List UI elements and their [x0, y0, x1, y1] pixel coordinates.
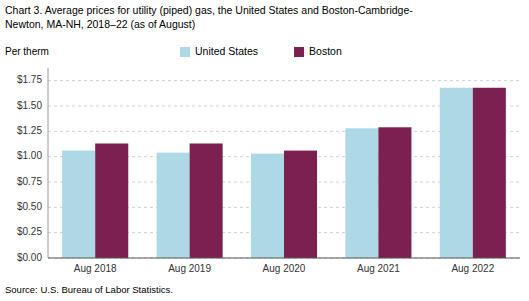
bar [62, 151, 95, 258]
bar [378, 127, 411, 258]
bar [95, 143, 128, 258]
y-tick-label: $1.50 [17, 100, 42, 111]
x-tick-label: Aug 2019 [168, 263, 211, 274]
bar [251, 154, 284, 258]
y-tick-label: $0.75 [17, 176, 42, 187]
bar [190, 143, 223, 258]
chart: Chart 3. Average prices for utility (pip… [0, 0, 529, 301]
title: Chart 3. Average prices for utility (pip… [5, 4, 413, 16]
bar [157, 153, 190, 258]
grid-line [48, 258, 520, 259]
grid [48, 81, 520, 258]
legend-label: United States [195, 45, 258, 57]
bar [440, 88, 473, 258]
x-tick-label: Aug 2020 [263, 263, 306, 274]
bar [345, 128, 378, 258]
y-axis-line [48, 68, 49, 258]
y-tick-label: $1.00 [17, 150, 42, 161]
y-tick-label: $0.25 [17, 226, 42, 237]
bar [473, 88, 506, 258]
subtitle: Newton, MA-NH, 2018–22 (as of August) [5, 18, 195, 30]
legend: United States Boston [180, 45, 342, 57]
legend-swatch [294, 47, 304, 57]
y-tick-label: $0.00 [17, 252, 42, 263]
x-tick-label: Aug 2018 [74, 263, 117, 274]
bars [62, 88, 506, 258]
y-tick-label: $1.25 [17, 125, 42, 136]
source-note: Source: U.S. Bureau of Labor Statistics. [5, 284, 173, 295]
x-tick-label: Aug 2022 [451, 263, 494, 274]
y-tick-label: $1.75 [17, 74, 42, 85]
grid-line [48, 80, 520, 81]
x-tick-label: Aug 2021 [357, 263, 400, 274]
bar [284, 151, 317, 258]
y-tick-label: $0.50 [17, 201, 42, 212]
x-axis-line [48, 258, 520, 259]
legend-label: Boston [309, 45, 342, 57]
legend-swatch [180, 47, 190, 57]
y-axis-label: Per therm [5, 46, 49, 57]
